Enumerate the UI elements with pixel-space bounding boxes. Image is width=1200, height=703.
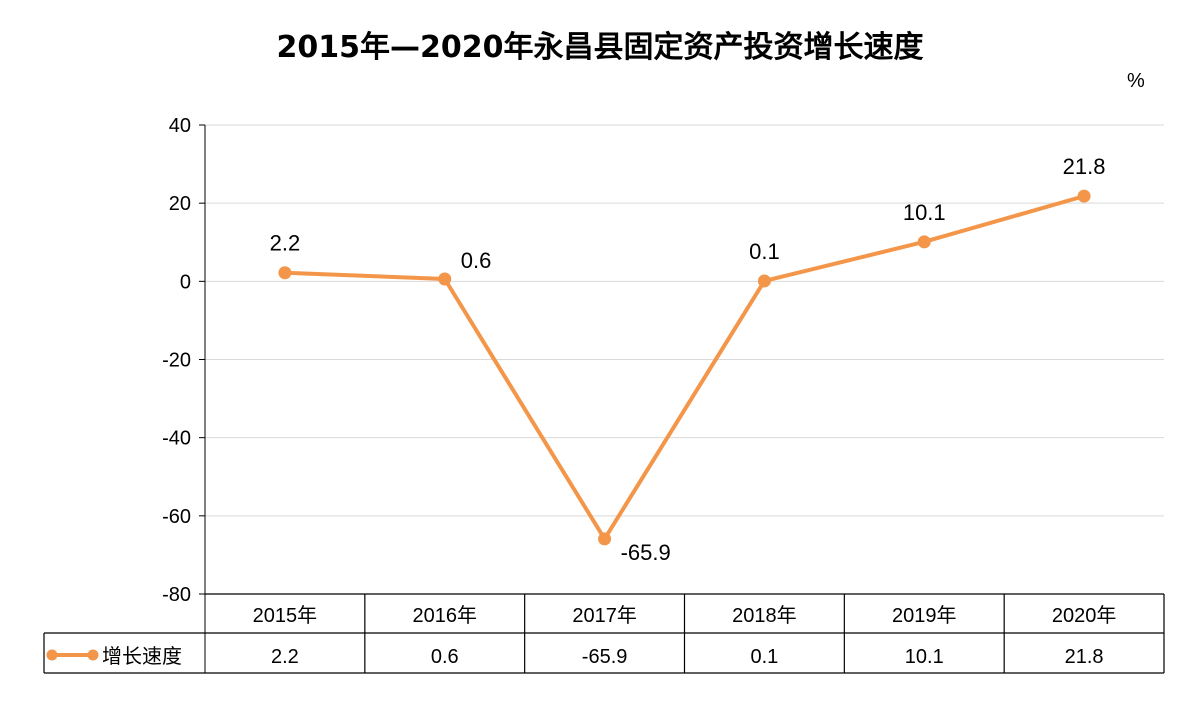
x-category-label: 2016年 [413,604,478,627]
y-tick-label: -20 [162,350,191,372]
data-table: 2015年 2016年 2017年 2018年 2019年 2020年 2.2 0.6 -65.… [43,593,1165,674]
table-value-cell: 10.1 [905,646,944,668]
x-category-label: 2017年 [572,604,637,627]
data-label: 0.6 [461,248,492,273]
y-tick-label: 20 [169,193,191,215]
legend-marker [46,649,58,661]
data-point [917,235,931,249]
x-category-label: 2019年 [892,604,957,627]
y-tick-label: -80 [162,584,191,606]
unit-label: % [1127,70,1145,92]
data-point [598,532,612,546]
legend-series-name: 增长速度 [102,645,182,668]
data-label: -65.9 [621,540,671,565]
x-category-label: 2015年 [253,604,318,627]
data-point [1077,189,1091,203]
data-label: 21.8 [1063,154,1106,179]
y-tick-label: 40 [169,115,191,137]
data-point [757,274,771,288]
table-value-cell: 0.6 [431,646,459,668]
table-value-cell: 0.1 [751,646,779,668]
series-layer: 2.2 0.6 -65.9 0.1 10.1 21.8 [270,154,1106,565]
table-value-cell: 2.2 [271,646,299,668]
legend-marker [87,649,99,661]
data-label: 2.2 [270,231,301,256]
data-label: 10.1 [903,200,946,225]
data-point [278,266,292,280]
table-value-cell: -65.9 [582,646,628,668]
gridlines [205,124,1164,517]
table-value-cell: 21.8 [1065,646,1104,668]
y-tick-label: -60 [162,506,191,528]
x-category-label: 2020年 [1052,604,1117,627]
y-axis: 40 20 0 -20 -40 -60 -80 [162,115,206,673]
data-label: 0.1 [749,239,780,264]
y-tick-label: 0 [180,271,191,293]
chart-title: 2015年—2020年永昌县固定资产投资增长速度 [276,30,924,65]
y-tick-label: -40 [162,428,191,450]
x-category-label: 2018年 [732,604,797,627]
data-point [438,272,452,286]
series-line [284,194,1085,541]
